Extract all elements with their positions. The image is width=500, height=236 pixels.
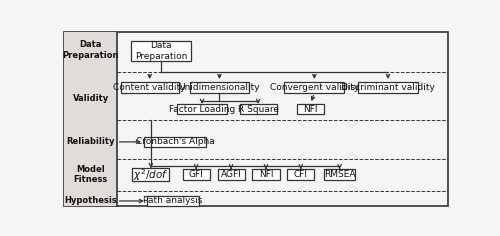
Text: NFI: NFI: [258, 170, 273, 179]
FancyBboxPatch shape: [218, 169, 244, 180]
Text: NFI: NFI: [303, 105, 318, 114]
FancyBboxPatch shape: [182, 169, 210, 180]
Text: Unidimensionality: Unidimensionality: [178, 83, 260, 92]
Text: Discriminant validity: Discriminant validity: [341, 83, 435, 92]
FancyBboxPatch shape: [358, 82, 418, 93]
Text: Data
Preparation: Data Preparation: [62, 40, 119, 60]
Text: $\chi^2/dof$: $\chi^2/dof$: [133, 167, 168, 182]
Text: Model
Fitness: Model Fitness: [74, 165, 108, 184]
Text: Reliability: Reliability: [66, 137, 115, 146]
Text: Validity: Validity: [72, 94, 108, 103]
Text: Path analysis: Path analysis: [144, 196, 203, 206]
Text: AGFI: AGFI: [220, 170, 242, 179]
FancyBboxPatch shape: [190, 82, 248, 93]
Text: RMSEA: RMSEA: [324, 170, 356, 179]
Text: Cronbach's Alpha: Cronbach's Alpha: [136, 137, 214, 146]
Text: Content validity: Content validity: [114, 83, 186, 92]
FancyBboxPatch shape: [147, 196, 199, 206]
Text: GFI: GFI: [189, 170, 204, 179]
FancyBboxPatch shape: [287, 169, 314, 180]
FancyBboxPatch shape: [177, 104, 227, 114]
Text: Convergent validity: Convergent validity: [270, 83, 359, 92]
Text: CFI: CFI: [294, 170, 308, 179]
FancyBboxPatch shape: [132, 41, 192, 62]
FancyBboxPatch shape: [324, 169, 355, 180]
FancyBboxPatch shape: [252, 169, 280, 180]
FancyBboxPatch shape: [120, 82, 179, 93]
FancyBboxPatch shape: [144, 137, 206, 147]
Text: Factor Loading: Factor Loading: [169, 105, 235, 114]
FancyBboxPatch shape: [132, 168, 170, 181]
FancyBboxPatch shape: [240, 104, 277, 114]
Text: Hypothesis: Hypothesis: [64, 196, 117, 206]
Text: Data
Preparation: Data Preparation: [135, 41, 188, 61]
Text: R Square: R Square: [238, 105, 279, 114]
FancyBboxPatch shape: [284, 82, 344, 93]
FancyBboxPatch shape: [297, 104, 324, 114]
Bar: [64, 32, 117, 206]
